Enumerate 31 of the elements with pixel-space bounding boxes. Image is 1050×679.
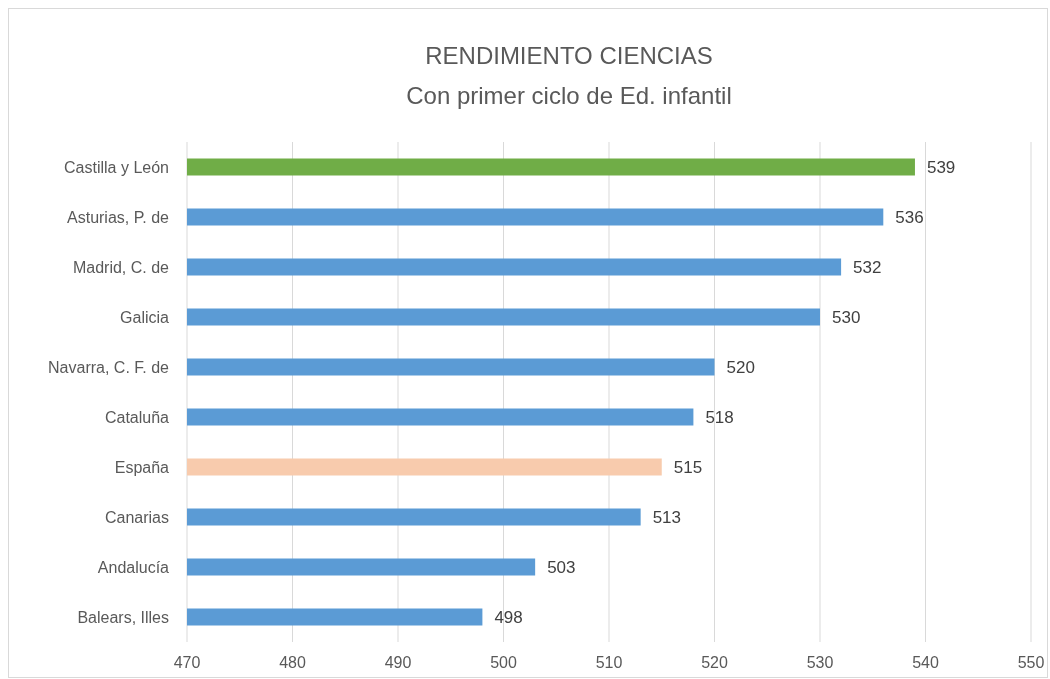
data-label: 520 (726, 357, 755, 377)
y-tick-label: Asturias, P. de (67, 208, 170, 226)
x-tick-label: 480 (279, 654, 306, 671)
data-label: 518 (705, 407, 734, 427)
data-label: 498 (494, 607, 523, 627)
y-tick-label: Navarra, C. F. de (48, 358, 170, 376)
y-tick-label: Galicia (120, 308, 170, 326)
y-tick-label: Castilla y León (64, 158, 169, 176)
data-label: 530 (832, 307, 861, 327)
chart-subtitle: Con primer ciclo de Ed. infantil (406, 82, 732, 109)
x-tick-label: 540 (912, 654, 939, 671)
y-tick-label: Balears, Illes (77, 608, 169, 626)
y-tick-label: España (114, 458, 170, 476)
chart-title: RENDIMIENTO CIENCIAS (425, 42, 713, 69)
x-tick-label: 490 (384, 654, 412, 671)
data-label: 503 (547, 557, 576, 577)
y-tick-label: Andalucía (97, 558, 170, 576)
data-label: 515 (673, 457, 703, 477)
data-label: 536 (895, 207, 924, 227)
data-label: 513 (652, 507, 682, 527)
x-tick-label: 510 (595, 654, 623, 671)
x-tick-label: 500 (490, 654, 517, 671)
data-label: 532 (853, 257, 882, 277)
x-tick-label: 520 (701, 654, 728, 671)
x-tick-label: 550 (1017, 654, 1045, 671)
x-tick-label: 530 (806, 654, 834, 671)
y-tick-label: Madrid, C. de (72, 258, 170, 276)
y-tick-label: Cataluña (104, 408, 170, 426)
x-tick-label: 470 (173, 654, 201, 671)
y-tick-label: Canarias (104, 508, 169, 526)
data-label: 539 (926, 157, 956, 177)
